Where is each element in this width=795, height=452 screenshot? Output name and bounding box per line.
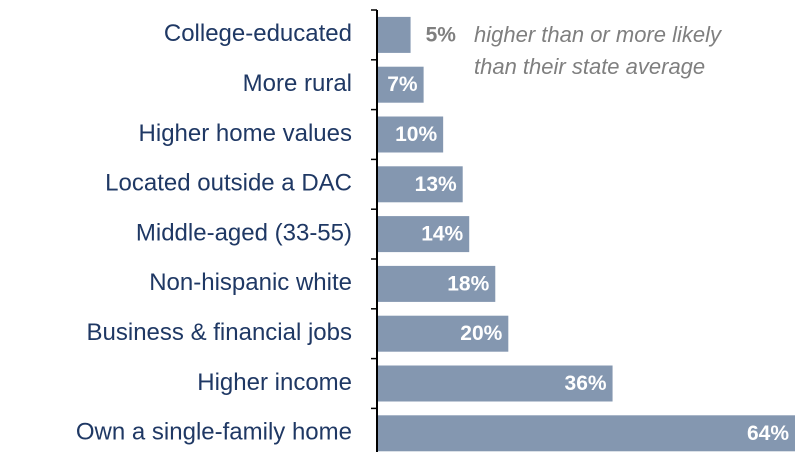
bar <box>378 365 613 402</box>
annotation: higher than or more likely <box>474 22 723 47</box>
value-label: 18% <box>447 272 489 295</box>
bar <box>378 66 424 103</box>
category-label: More rural <box>243 70 352 97</box>
category-label: Business & financial jobs <box>87 319 352 346</box>
value-label: 20% <box>460 322 502 345</box>
bar <box>378 415 795 452</box>
value-label: 64% <box>747 422 789 445</box>
category-label: Non-hispanic white <box>149 269 352 296</box>
category-label: Higher income <box>197 369 352 396</box>
category-label: College-educated <box>164 20 352 47</box>
value-label: 14% <box>421 223 463 246</box>
bar <box>378 265 496 302</box>
value-label: 7% <box>387 73 418 96</box>
bar <box>378 16 411 53</box>
bar <box>378 166 463 203</box>
category-label: Higher home values <box>139 120 352 147</box>
bar <box>378 315 509 352</box>
value-label: 10% <box>395 123 437 146</box>
value-label: 13% <box>415 173 457 196</box>
bar <box>378 216 470 253</box>
value-label: 5% <box>426 23 457 46</box>
category-label: Middle-aged (33-55) <box>136 219 352 246</box>
category-label: Located outside a DAC <box>105 170 352 197</box>
bar <box>378 116 444 153</box>
category-label: Own a single-family home <box>76 419 352 446</box>
value-label: 36% <box>565 372 607 395</box>
annotation: than their state average <box>474 54 705 79</box>
